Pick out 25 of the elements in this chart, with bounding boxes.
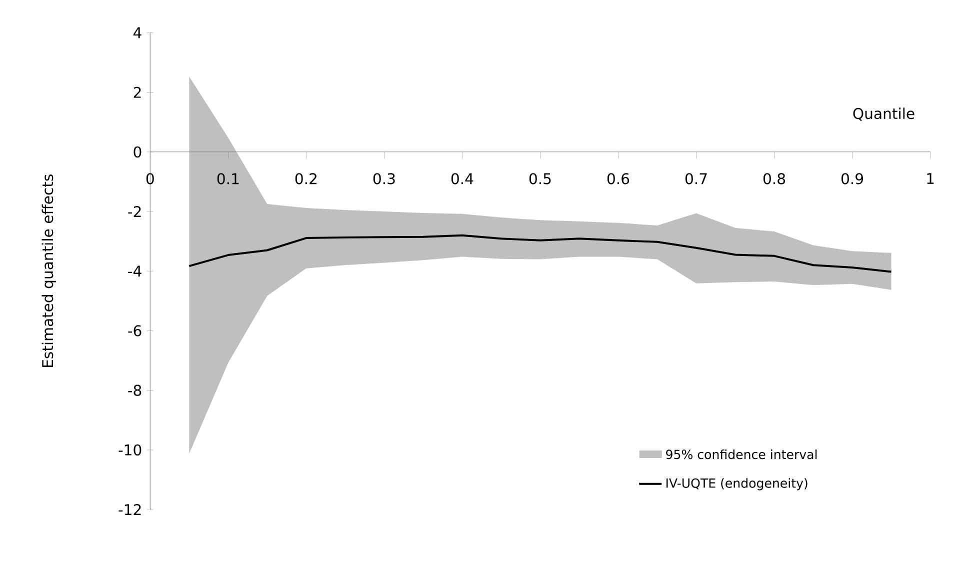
legend-label: IV-UQTE (endogeneity) — [666, 478, 808, 490]
y-tick-label: -12 — [118, 504, 141, 516]
x-tick-label: 1 — [927, 173, 934, 184]
line-series — [188, 234, 892, 273]
y-tick-label: -8 — [128, 384, 142, 396]
x-tick-label: 0.4 — [451, 173, 474, 184]
y-tick-label: 4 — [133, 27, 142, 38]
x-tick-label: 0 — [146, 173, 154, 184]
x-tick-label: 0.1 — [217, 173, 239, 184]
x-tick-label: 0.9 — [841, 173, 864, 184]
x-tick-label: 0.2 — [295, 173, 316, 184]
y-tick-label: -2 — [128, 206, 141, 218]
x-tick-label: 0.3 — [373, 173, 395, 184]
annotation: 95% confidence interval — [666, 449, 817, 460]
x-tick-label: 0.5 — [529, 173, 551, 184]
y-tick-label: -6 — [128, 325, 142, 336]
y-axis-title: Estimated quantile effects — [42, 174, 56, 367]
x-axis-title: Quantile — [853, 108, 914, 121]
x-tick-label: 0.8 — [763, 173, 786, 184]
y-tick-label: 0 — [134, 146, 142, 158]
y-tick-label: -4 — [128, 266, 142, 277]
y-tick-label: 2 — [134, 86, 141, 98]
x-tick-label: 0.6 — [607, 173, 630, 184]
x-tick-label: 0.7 — [685, 173, 707, 184]
y-tick-label: -10 — [118, 444, 142, 456]
